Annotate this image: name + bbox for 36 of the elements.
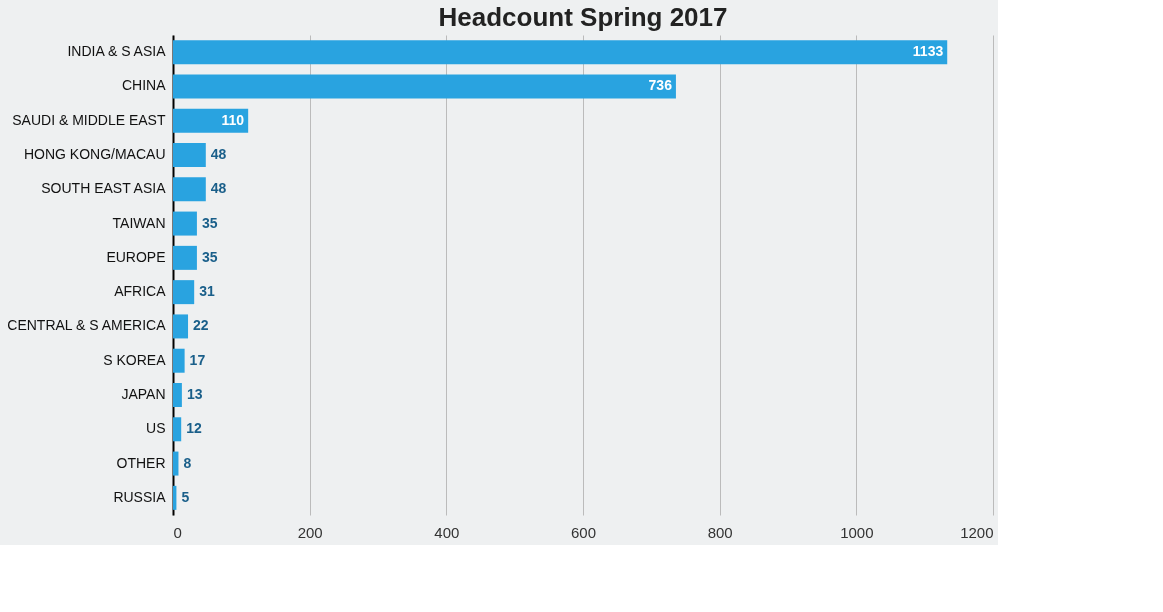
data-label: 31 (199, 283, 215, 300)
y-tick-label: TAIWAN (112, 214, 166, 231)
data-label: 736 (648, 77, 673, 94)
data-label: 13 (186, 386, 203, 402)
y-tick-label: EUROPE (106, 248, 166, 265)
data-label: 12 (186, 420, 202, 437)
y-tick-label: SAUDI & MIDDLE EAST (12, 111, 166, 128)
data-label: 5 (181, 488, 190, 505)
y-tick-label: OTHER (116, 454, 166, 471)
data-label: 8 (183, 454, 192, 471)
y-tick-label: INDIA & S ASIA (67, 43, 167, 60)
y-tick-label: US (146, 420, 166, 437)
data-label: 48 (210, 146, 227, 162)
y-tick-label: JAPAN (121, 386, 166, 402)
y-tick-label: RUSSIA (113, 488, 167, 505)
data-label: 48 (210, 180, 227, 197)
chart-title: Headcount Spring 2017 (438, 2, 728, 32)
data-label: 35 (201, 248, 218, 265)
data-label: 35 (201, 214, 218, 231)
data-label: 17 (189, 351, 206, 368)
y-tick-label: S KOREA (103, 351, 167, 368)
x-tick-label: 600 (570, 523, 597, 541)
x-tick-label: 1200 (960, 523, 994, 541)
data-label: 110 (221, 111, 245, 128)
y-tick-label: AFRICA (114, 283, 167, 300)
y-tick-label: SOUTH EAST ASIA (41, 180, 167, 197)
data-label: 1133 (912, 43, 944, 60)
x-tick-label: 400 (434, 523, 460, 541)
x-tick-label: 1000 (840, 523, 874, 541)
x-tick-label: 0 (173, 523, 182, 541)
x-tick-label: 200 (297, 523, 323, 541)
data-label: 22 (193, 317, 209, 334)
y-tick-label: CHINA (121, 77, 167, 94)
y-tick-label: HONG KONG/MACAU (23, 146, 166, 162)
y-tick-label: CENTRAL & S AMERICA (7, 317, 167, 334)
x-tick-label: 800 (707, 523, 733, 541)
